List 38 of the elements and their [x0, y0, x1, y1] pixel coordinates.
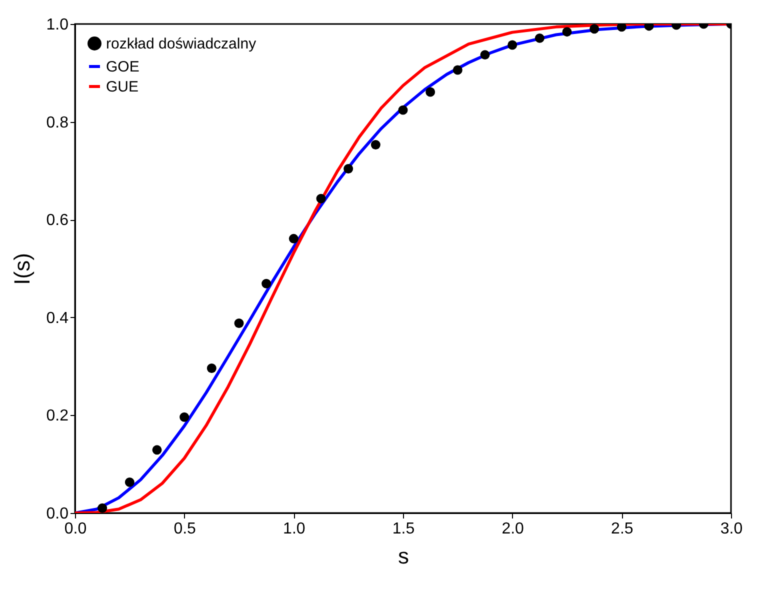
- x-axis-title: s: [398, 544, 409, 568]
- point: [180, 412, 190, 422]
- legend-label: GUE: [106, 78, 139, 96]
- y-axis-title: I(s): [9, 253, 34, 285]
- point: [562, 27, 572, 37]
- point: [152, 445, 162, 455]
- point: [534, 33, 544, 43]
- point: [206, 364, 216, 373]
- point: [398, 105, 408, 115]
- x-tick-label: 3.0: [720, 520, 743, 538]
- point: [452, 65, 462, 75]
- legend-label: GOE: [106, 58, 140, 76]
- x-tick-label: 0.0: [64, 520, 87, 538]
- point: [262, 278, 272, 288]
- y-tick-label: 0.8: [46, 114, 69, 132]
- point: [616, 24, 626, 32]
- y-tick-label: 0.6: [46, 212, 69, 230]
- x-tick-label: 1.5: [392, 520, 415, 538]
- y-tick-label: 1.0: [46, 16, 69, 34]
- point: [288, 234, 298, 244]
- x-tick-label: 2.5: [611, 520, 634, 538]
- y-tick-label: 0.2: [46, 408, 69, 425]
- point: [480, 50, 490, 60]
- legend-label: rozkład doświadczalny: [106, 36, 257, 52]
- point: [370, 140, 380, 150]
- point: [124, 477, 134, 487]
- y-tick-label: 0.0: [46, 506, 69, 522]
- point: [508, 40, 518, 50]
- point: [98, 503, 108, 513]
- x-tick-label: 1.0: [283, 520, 306, 538]
- x-tick-label: 2.0: [502, 520, 524, 538]
- x-tick-label: 0.5: [174, 520, 196, 538]
- point: [316, 194, 326, 204]
- point: [344, 164, 354, 174]
- point: [426, 87, 436, 97]
- point: [590, 24, 600, 34]
- point: [234, 318, 244, 328]
- y-tick-label: 0.4: [46, 310, 69, 327]
